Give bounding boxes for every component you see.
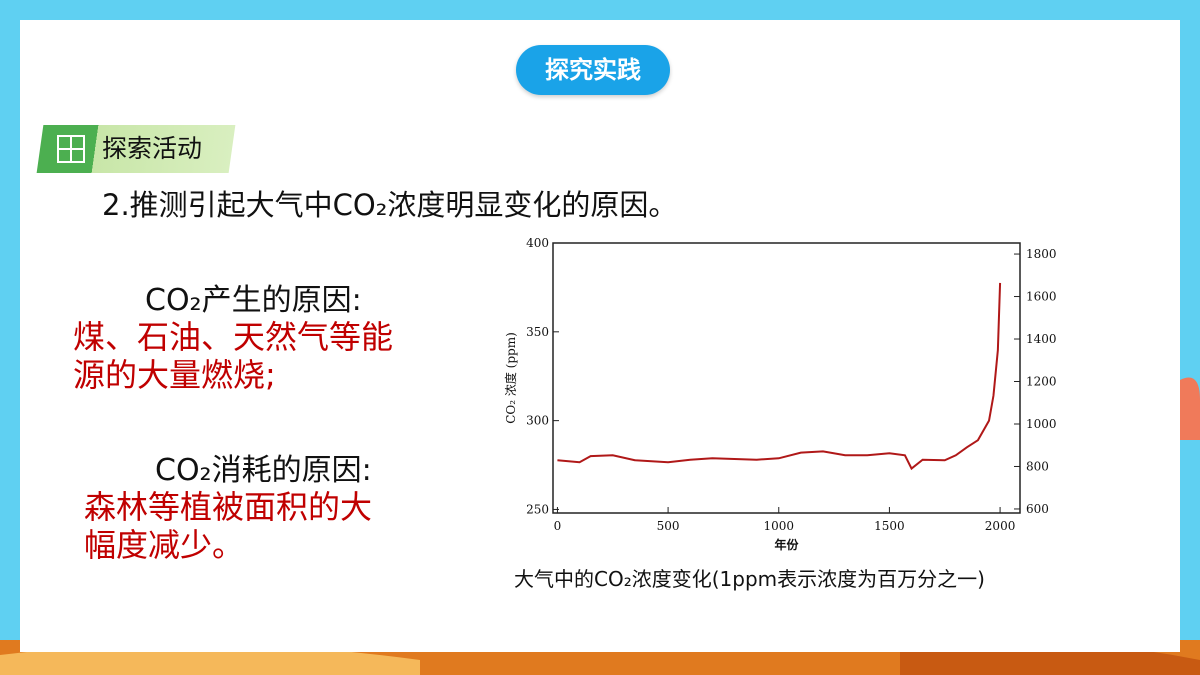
y2-tick-label: 600 — [1026, 502, 1049, 516]
x-tick-label: 0 — [554, 519, 562, 533]
data-line — [557, 282, 1002, 471]
x-tick-label: 1000 — [763, 519, 794, 533]
cause-title: CO₂产生的原因: — [145, 283, 362, 318]
chart-caption: 大气中的CO₂浓度变化(1ppm表示浓度为百万分之一) — [514, 567, 985, 591]
badge: 探究实践 — [516, 45, 670, 95]
y2-tick-label: 1200 — [1026, 375, 1057, 389]
x-tick-label: 2000 — [985, 519, 1016, 533]
y-tick-label: 300 — [526, 414, 549, 428]
consume-text: 森林等植被面积的大幅度减少。 — [84, 488, 373, 564]
tag-icon — [57, 135, 85, 163]
y2-tick-label: 800 — [1026, 459, 1049, 473]
y2-tick-label: 1400 — [1026, 332, 1057, 346]
x-axis-label: 年份 — [774, 537, 799, 552]
x-tick-label: 500 — [657, 519, 680, 533]
y2-tick-label: 1800 — [1026, 247, 1057, 261]
y-tick-label: 400 — [526, 236, 549, 250]
tag-text: 探索活动 — [102, 134, 203, 163]
y-axis-label: CO₂ 浓度 (ppm) — [503, 332, 518, 424]
cause-text: 煤、石油、天然气等能源的大量燃烧; — [73, 318, 394, 394]
question: 2.推测引起大气中CO₂浓度明显变化的原因。 — [102, 188, 678, 222]
y-tick-label: 250 — [526, 502, 549, 516]
y2-tick-label: 1600 — [1026, 290, 1057, 304]
consume-title: CO₂消耗的原因: — [155, 453, 372, 488]
plot-frame — [552, 242, 1021, 514]
y-tick-label: 350 — [526, 325, 549, 339]
x-tick-label: 1500 — [874, 519, 905, 533]
y2-tick-label: 1000 — [1026, 417, 1057, 431]
